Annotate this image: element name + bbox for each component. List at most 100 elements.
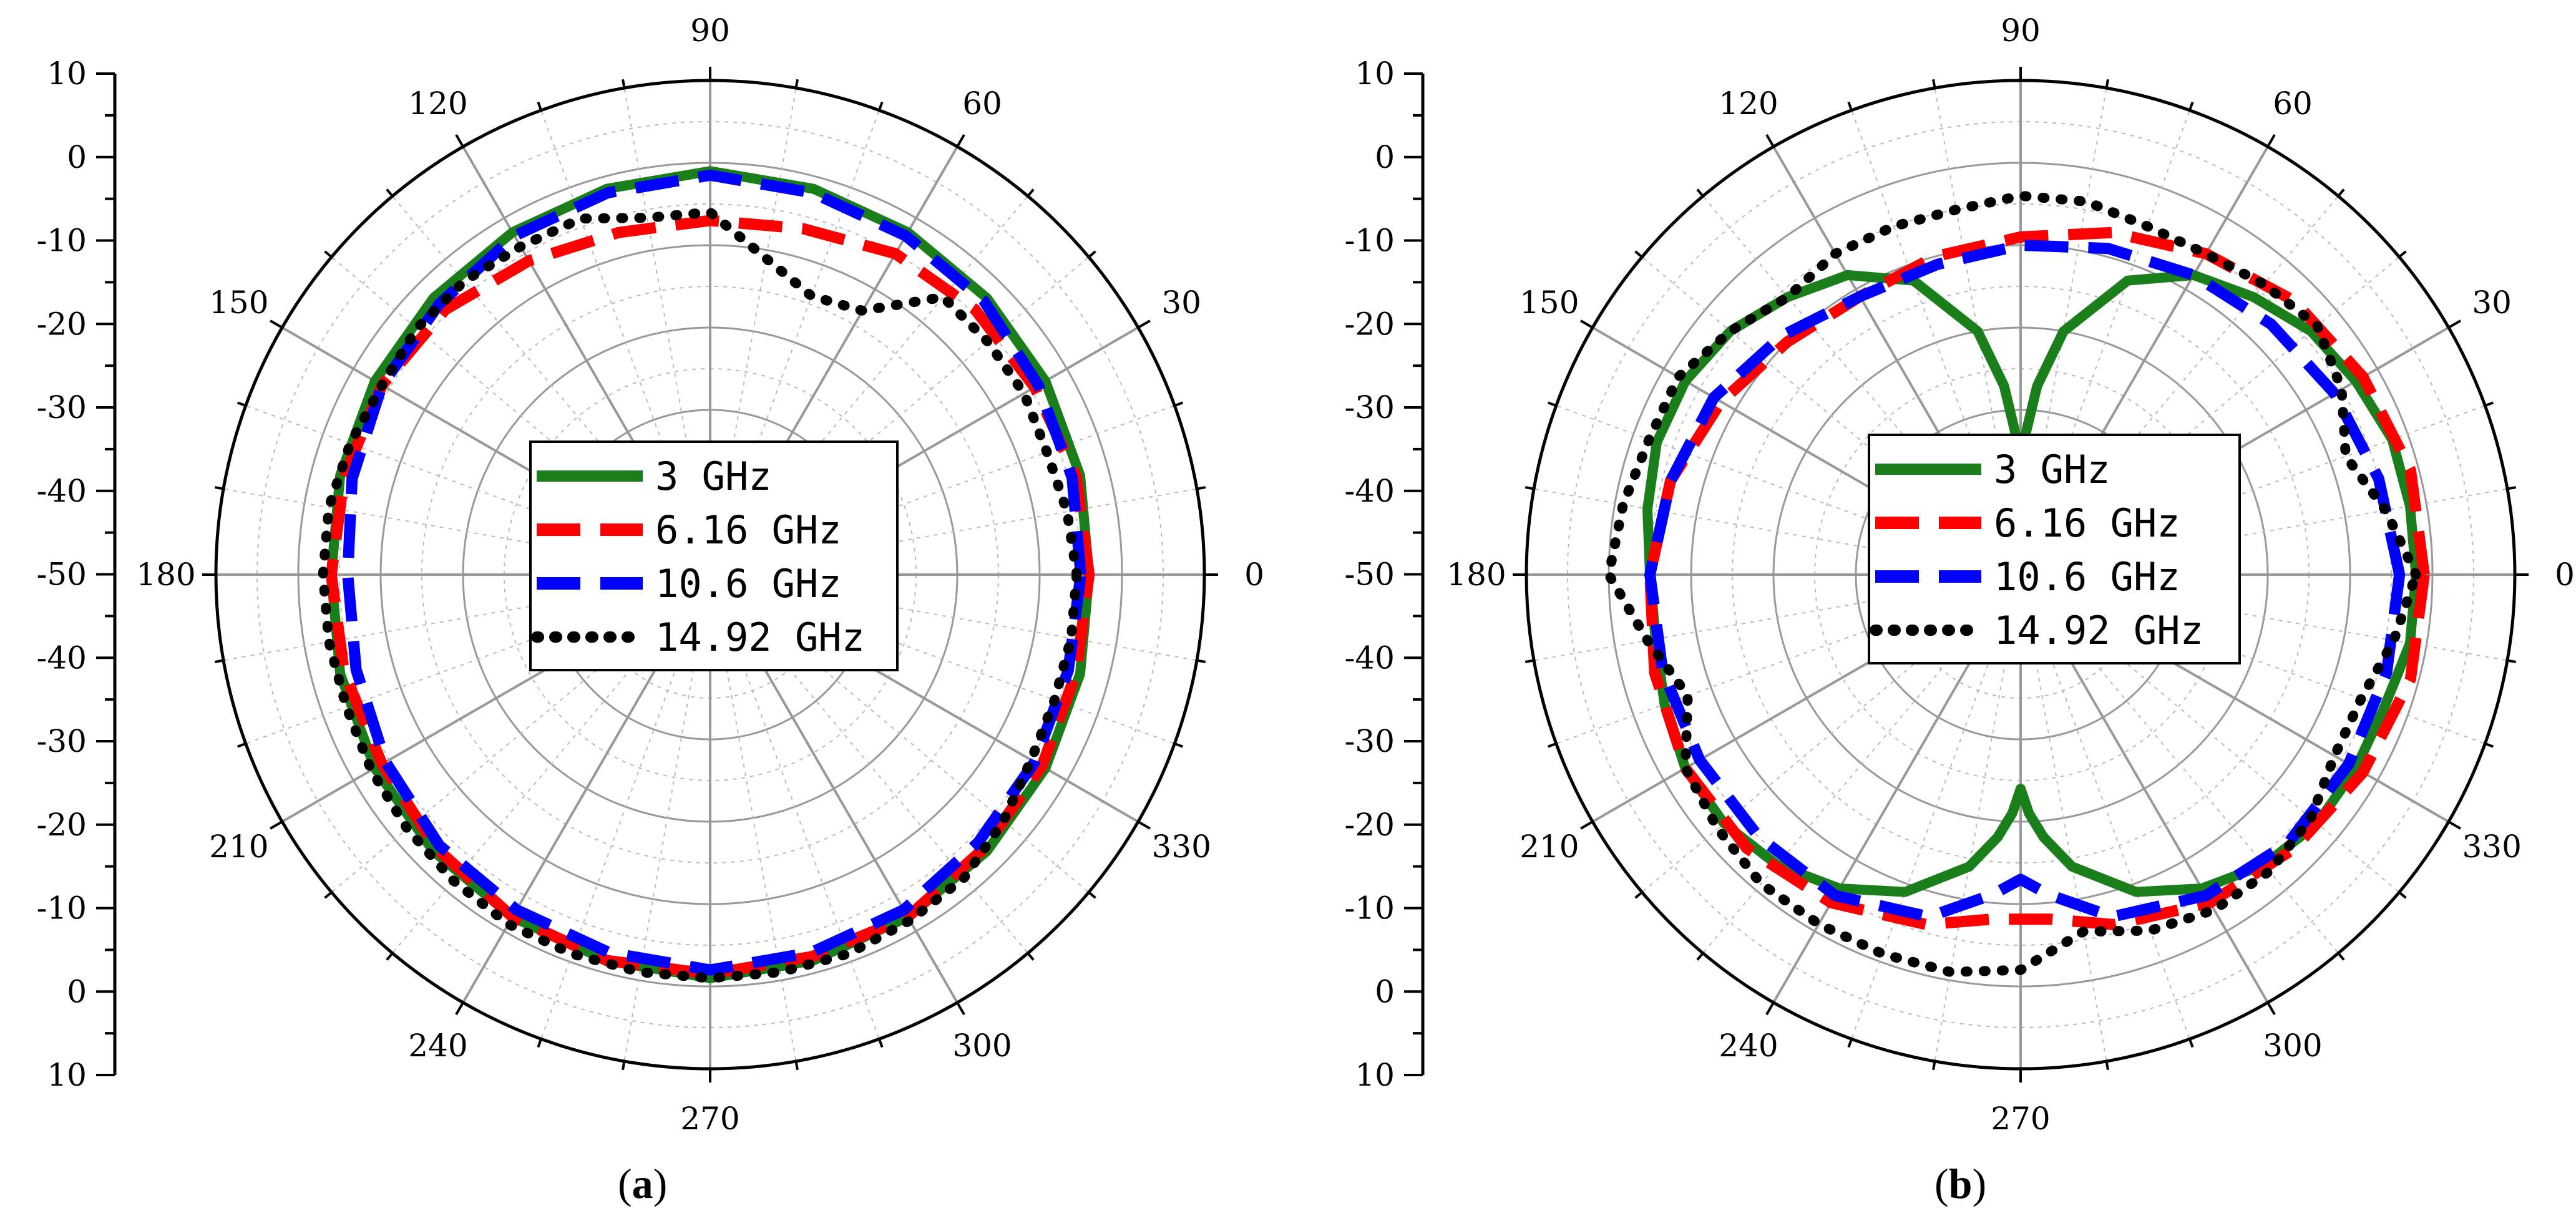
angular-tick-label: 120: [408, 85, 467, 122]
angular-tick-label: 210: [1520, 829, 1579, 865]
angular-tick-mark: [1634, 891, 1643, 899]
angular-tick-label: 330: [2462, 829, 2521, 865]
angular-tick-mark: [1547, 401, 1557, 407]
angular-tick-mark: [1765, 134, 1775, 148]
angular-tick-mark: [2188, 1038, 2194, 1048]
series-line-6-16-ghz: [1644, 226, 2430, 930]
angular-tick-mark: [794, 79, 799, 89]
radial-axis-tick-label: -30: [1344, 389, 1395, 426]
series-line-14-92-ghz: [1604, 190, 2421, 977]
legend: 3 GHz 6.16 GHz 10.6 GHz 14.92 GHz: [1868, 434, 2241, 664]
polar-panel-b: 0 30 60 90 120 150 180 210 240 270 300 330 10 0 -10 -20…: [1344, 12, 2574, 1207]
angular-tick-label: 60: [2273, 85, 2313, 122]
angular-tick-mark: [1580, 319, 1594, 329]
angular-tick-mark: [956, 1001, 965, 1015]
legend-entry-label: 14.92 GHz: [655, 615, 865, 660]
angular-tick-mark: [1696, 952, 1704, 961]
angular-tick-mark: [2105, 79, 2109, 89]
angular-tick-label: 120: [1719, 85, 1778, 122]
angular-tick-mark: [1196, 659, 1206, 663]
angular-tick-mark: [1696, 188, 1704, 197]
minor-spoke: [710, 110, 880, 575]
radial-axis-tick-label: 0: [1375, 973, 1395, 1010]
angular-tick-label: 330: [1151, 829, 1211, 865]
angular-tick-label: 210: [209, 829, 268, 865]
angular-tick-mark: [2398, 250, 2407, 258]
legend: 3 GHz 6.16 GHz 10.6 GHz 14.92 GHz: [529, 440, 899, 671]
radial-axis-tick-label: 10: [47, 1057, 87, 1093]
angular-tick-label: 60: [962, 85, 1002, 122]
legend-entry-label: 14.92 GHz: [1994, 608, 2203, 653]
angular-tick-mark: [1027, 952, 1035, 961]
legend-entry-label: 6.16 GHz: [1994, 500, 2180, 546]
angular-tick-mark: [1525, 486, 1534, 490]
angular-tick-mark: [2507, 486, 2517, 490]
radial-axis-tick-label: -40: [36, 640, 87, 676]
radial-axis-tick-label: -30: [1344, 723, 1395, 759]
radial-axis-tick-label: -40: [36, 473, 87, 509]
radial-axis-tick-label: 0: [67, 139, 87, 175]
angular-tick-label: 0: [2555, 557, 2575, 593]
angular-tick-mark: [2337, 188, 2345, 197]
angular-tick-mark: [270, 820, 283, 830]
angular-tick-mark: [324, 250, 333, 258]
angular-tick-mark: [1174, 401, 1184, 407]
angular-tick-label: 270: [1991, 1101, 2050, 1137]
radial-axis-tick-label: -10: [1344, 223, 1395, 259]
angular-tick-label: 300: [952, 1028, 1012, 1064]
angular-tick-mark: [1088, 891, 1096, 899]
angular-tick-mark: [2266, 1001, 2276, 1015]
angular-tick-mark: [1525, 659, 1534, 663]
angular-tick-mark: [455, 134, 464, 148]
radial-axis-tick-label: 0: [67, 973, 87, 1010]
angular-tick-mark: [1932, 79, 1936, 89]
radial-axis-tick-label: -20: [1344, 807, 1395, 843]
angular-tick-label: 150: [1520, 285, 1579, 321]
radial-axis-tick-label: -10: [36, 890, 87, 927]
angular-tick-mark: [2105, 1061, 2109, 1071]
radial-axis-tick-label: -10: [1344, 890, 1395, 927]
angular-tick-mark: [1634, 250, 1643, 258]
angular-tick-mark: [455, 1001, 464, 1015]
radial-axis-tick-label: -50: [36, 557, 87, 593]
angular-tick-mark: [956, 134, 965, 148]
angular-tick-mark: [2398, 891, 2407, 899]
angular-tick-mark: [237, 742, 246, 748]
angular-tick-mark: [622, 1061, 626, 1071]
angular-tick-mark: [537, 1038, 542, 1048]
radial-axis-tick-label: 0: [1375, 139, 1395, 175]
angular-tick-mark: [1174, 742, 1184, 748]
minor-spoke: [710, 574, 880, 1039]
angular-tick-mark: [1580, 820, 1594, 830]
legend-entry-label: 3 GHz: [1994, 447, 2110, 492]
angular-tick-mark: [1847, 101, 1853, 111]
angular-tick-label: 90: [690, 12, 730, 49]
angular-tick-label: 300: [2263, 1028, 2322, 1064]
angular-tick-label: 240: [408, 1028, 467, 1064]
minor-spoke: [2020, 574, 2486, 744]
radial-axis-tick-label: -30: [36, 389, 87, 426]
angular-tick-mark: [878, 1038, 884, 1048]
angular-tick-mark: [1137, 319, 1151, 329]
radial-axis-tick-label: -20: [1344, 306, 1395, 342]
angular-tick-mark: [2484, 742, 2494, 748]
radial-axis-tick-label: -20: [36, 306, 87, 342]
series-line-10-6-ghz: [342, 169, 1086, 976]
angular-tick-mark: [2447, 319, 2461, 329]
angular-tick-label: 30: [1161, 285, 1201, 321]
legend-entry-label: 3 GHz: [655, 454, 772, 499]
angular-tick-label: 270: [680, 1101, 739, 1137]
angular-tick-mark: [324, 891, 333, 899]
radial-axis-tick-label: -20: [36, 807, 87, 843]
angular-tick-label: 0: [1244, 557, 1264, 593]
series-line-14-92-ghz: [318, 207, 1082, 983]
angular-tick-label: 30: [2472, 285, 2512, 321]
angular-tick-mark: [2484, 401, 2494, 407]
angular-tick-mark: [622, 79, 626, 89]
legend-entry-label: 6.16 GHz: [655, 507, 842, 553]
angular-tick-mark: [2337, 952, 2345, 961]
radial-axis-tick-label: -50: [1344, 557, 1395, 593]
angular-tick-mark: [1196, 486, 1206, 490]
legend-entry-label: 10.6 GHz: [1994, 554, 2180, 600]
radial-axis-tick-label: -30: [36, 723, 87, 759]
